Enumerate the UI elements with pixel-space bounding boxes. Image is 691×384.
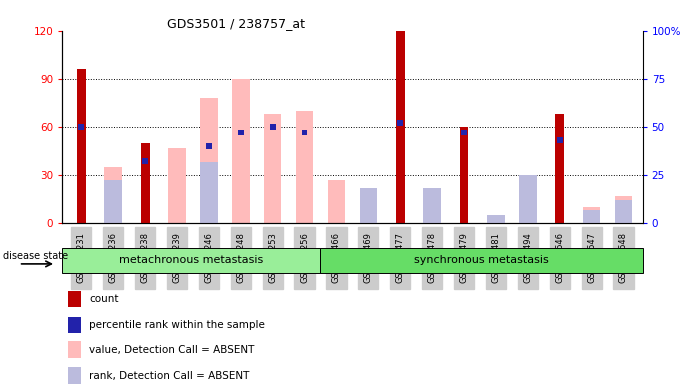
Bar [68, 291, 81, 307]
Bar [200, 98, 218, 223]
Bar [68, 341, 81, 358]
Bar [68, 316, 81, 333]
Text: disease state: disease state [3, 252, 68, 262]
Bar [487, 215, 504, 223]
Text: count: count [89, 294, 119, 304]
Bar [556, 114, 564, 223]
Bar [77, 69, 86, 223]
Bar [557, 137, 562, 143]
Bar [200, 162, 218, 223]
Text: synchronous metastasis: synchronous metastasis [414, 255, 549, 265]
Bar [238, 130, 244, 135]
Bar [141, 143, 149, 223]
Bar [424, 187, 441, 223]
Bar [424, 204, 441, 223]
Bar [78, 124, 84, 129]
Bar [583, 210, 600, 223]
Bar [396, 31, 405, 223]
Bar [68, 367, 81, 384]
Bar [328, 180, 346, 223]
Bar [232, 79, 249, 223]
Text: value, Detection Call = ABSENT: value, Detection Call = ABSENT [89, 345, 255, 355]
Bar [359, 194, 377, 223]
Bar [302, 130, 307, 135]
Bar [397, 120, 403, 126]
Bar [168, 147, 186, 223]
Bar [359, 187, 377, 223]
Bar [615, 195, 632, 223]
Bar [615, 200, 632, 223]
Bar [62, 248, 320, 273]
Text: GDS3501 / 238757_at: GDS3501 / 238757_at [167, 17, 305, 30]
Bar [519, 175, 537, 223]
Bar [296, 111, 313, 223]
Bar [461, 130, 467, 135]
Bar [142, 159, 148, 164]
Bar [104, 167, 122, 223]
Bar [320, 248, 643, 273]
Bar [583, 207, 600, 223]
Bar [269, 124, 276, 129]
Text: metachronous metastasis: metachronous metastasis [119, 255, 263, 265]
Bar [104, 180, 122, 223]
Text: rank, Detection Call = ABSENT: rank, Detection Call = ABSENT [89, 371, 250, 381]
Bar [519, 175, 537, 223]
Bar [460, 127, 468, 223]
Text: percentile rank within the sample: percentile rank within the sample [89, 320, 265, 330]
Bar [264, 114, 281, 223]
Bar [206, 143, 212, 149]
